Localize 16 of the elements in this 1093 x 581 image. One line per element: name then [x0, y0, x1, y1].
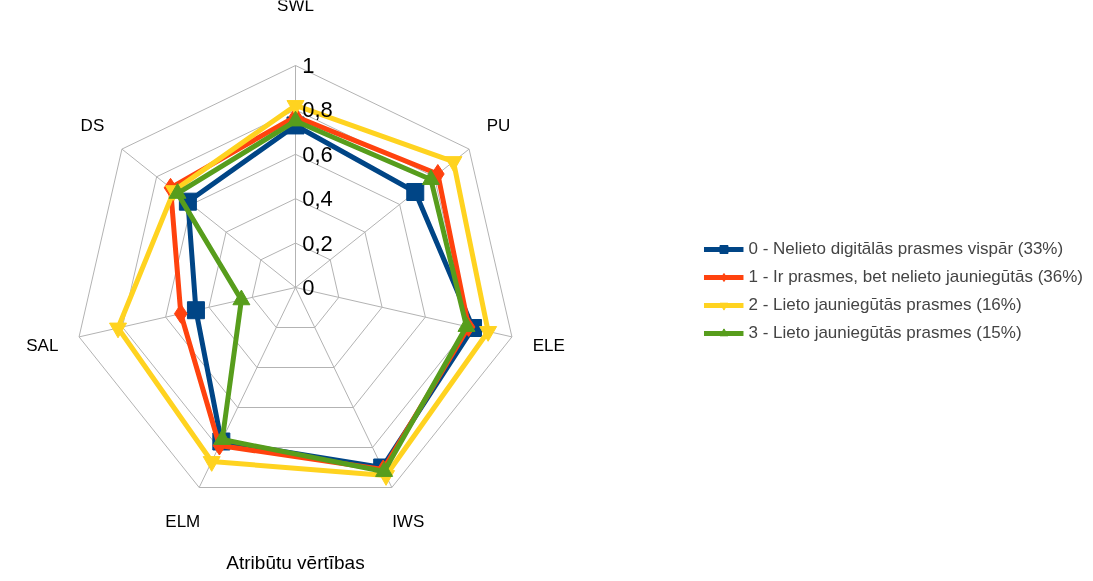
y-tick-label: 0,4: [302, 186, 333, 212]
y-tick-label: 1: [302, 53, 315, 78]
spoke-label: IWS: [392, 512, 425, 532]
spoke-label: SAL: [26, 335, 59, 355]
legend-label: 2 - Lieto jauniegūtās prasmes (16%): [748, 294, 1022, 315]
spoke-label: PU: [486, 116, 511, 136]
spoke-label: ELE: [532, 335, 565, 355]
legend-label: 1 - Ir prasmes, bet nelieto jauniegūtās (36%): [748, 266, 1083, 287]
legend-label: 3 - Lieto jauniegūtās prasmes (15%): [748, 322, 1022, 343]
y-tick-label: 0,2: [302, 230, 333, 256]
text: Atribūtu vērtības: [226, 552, 365, 574]
y-tick-label: 0,6: [302, 141, 333, 167]
spoke-label: ELM: [165, 512, 201, 532]
spoke-label: DS: [80, 116, 105, 136]
legend-label: 0 - Nelieto digitālās prasmes vispār (33%): [748, 238, 1064, 259]
y-tick-label: 0: [302, 275, 315, 300]
